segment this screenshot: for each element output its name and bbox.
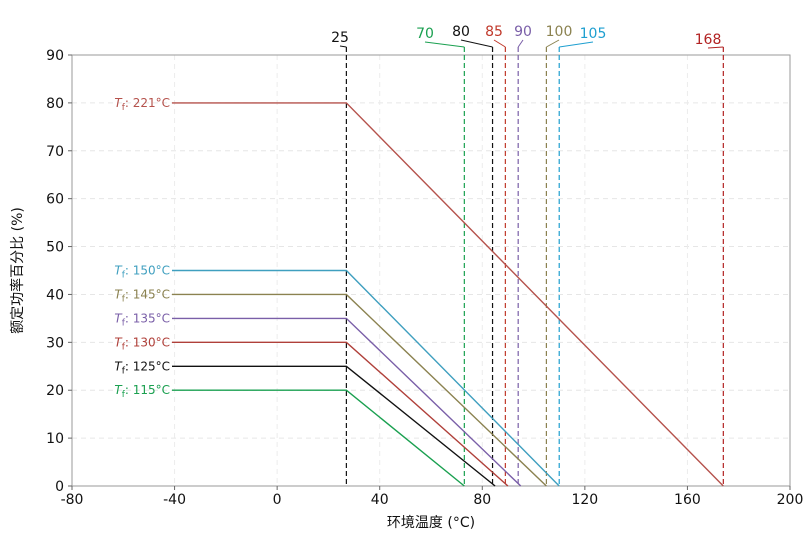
vline-leader-105 bbox=[559, 41, 594, 48]
y-axis-title: 额定功率百分比 (%) bbox=[9, 207, 26, 334]
series-label-2: Tf: 145°C bbox=[114, 287, 170, 304]
series-lines bbox=[172, 102, 724, 487]
vline-leader-80 bbox=[460, 39, 493, 48]
x-tick-label: 80 bbox=[473, 492, 491, 508]
x-tick-label: 40 bbox=[371, 492, 389, 508]
x-tick-label: -40 bbox=[163, 492, 186, 508]
series-line-6 bbox=[172, 389, 465, 487]
y-tick-label: 30 bbox=[46, 335, 64, 351]
vline-leader-25 bbox=[339, 45, 347, 48]
y-axis-ticks: 0 10 20 30 40 50 60 70 80 90 bbox=[46, 48, 72, 495]
y-tick-label: 60 bbox=[46, 192, 64, 208]
vline-leader-70 bbox=[424, 41, 465, 48]
x-axis-title: 环境温度 (°C) bbox=[387, 515, 475, 531]
x-tick-label: -80 bbox=[61, 492, 84, 508]
x-axis-ticks: -80 -40 0 40 80 120 160 200 bbox=[61, 486, 804, 508]
vline-label-80: 80 bbox=[452, 24, 470, 40]
vline-label-70: 70 bbox=[416, 26, 434, 42]
series-line-1 bbox=[172, 269, 560, 487]
vline-label-168: 168 bbox=[695, 32, 722, 48]
x-tick-label: 0 bbox=[273, 492, 282, 508]
series-label-6: Tf: 115°C bbox=[114, 383, 170, 400]
series-label-4: Tf: 130°C bbox=[114, 335, 170, 352]
vline-label-105: 105 bbox=[580, 26, 607, 42]
vline-leader-90 bbox=[517, 39, 524, 48]
series-label-5: Tf: 125°C bbox=[114, 359, 170, 376]
y-tick-label: 50 bbox=[46, 240, 64, 256]
vertical-reference-lines bbox=[345, 47, 724, 486]
series-line-5 bbox=[172, 365, 496, 487]
vline-leader-168 bbox=[707, 46, 724, 49]
plot-frame bbox=[71, 54, 791, 487]
y-tick-label: 90 bbox=[46, 48, 64, 64]
vline-label-100: 100 bbox=[546, 24, 573, 40]
x-tick-label: 160 bbox=[674, 492, 701, 508]
x-tick-label: 120 bbox=[571, 492, 598, 508]
vline-leader-85 bbox=[493, 39, 506, 48]
series-line-0 bbox=[172, 102, 724, 487]
series-line-4 bbox=[172, 341, 509, 487]
vline-top-labels: 25 70 80 85 90 100 105 168 bbox=[331, 24, 724, 49]
series-label-1: Tf: 150°C bbox=[114, 264, 170, 281]
series-line-3 bbox=[172, 317, 522, 487]
vline-label-90: 90 bbox=[514, 24, 532, 40]
series-label-3: Tf: 135°C bbox=[114, 311, 170, 328]
y-tick-label: 70 bbox=[46, 144, 64, 160]
vline-leader-100 bbox=[546, 39, 560, 48]
y-tick-label: 0 bbox=[55, 479, 64, 495]
x-tick-label: 200 bbox=[777, 492, 804, 508]
y-tick-label: 20 bbox=[46, 383, 64, 399]
vline-label-85: 85 bbox=[485, 24, 503, 40]
vline-label-25: 25 bbox=[331, 30, 349, 46]
y-tick-label: 40 bbox=[46, 287, 64, 303]
y-tick-label: 80 bbox=[46, 96, 64, 112]
series-line-2 bbox=[172, 293, 547, 487]
series-labels: Tf: 221°C Tf: 150°C Tf: 145°C Tf: 135°C Tf: … bbox=[114, 96, 170, 400]
series-label-0: Tf: 221°C bbox=[114, 96, 170, 113]
y-tick-label: 10 bbox=[46, 431, 64, 447]
